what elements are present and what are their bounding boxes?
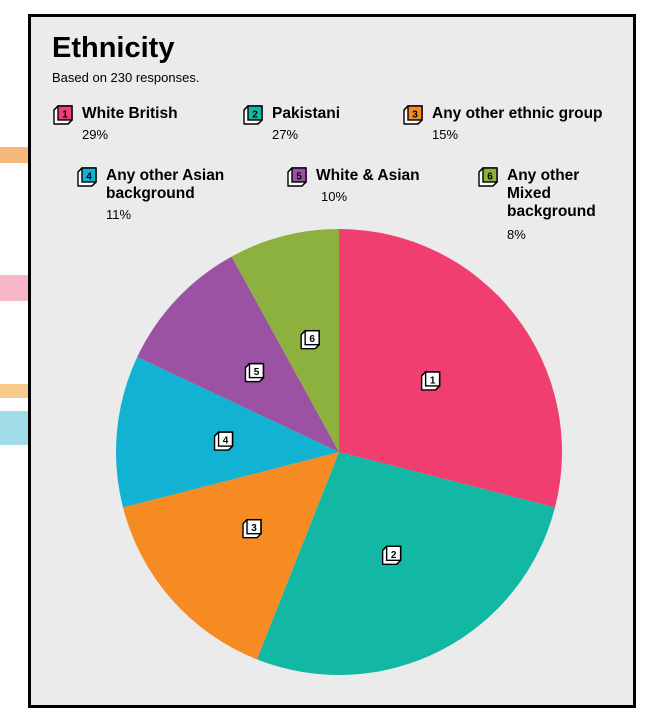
badge-box-6-number: 6 bbox=[487, 172, 493, 183]
badge-box-1: 1 bbox=[53, 105, 73, 125]
chart-subtitle: Based on 230 responses. bbox=[52, 70, 200, 85]
pie-slice-label-3-number: 3 bbox=[251, 523, 257, 534]
badge-box-5: 5 bbox=[287, 167, 307, 187]
pie-slice-3 bbox=[123, 452, 339, 660]
pie-slice-label-3: 3 bbox=[242, 518, 262, 539]
legend-badge-3: 3 bbox=[403, 105, 423, 125]
legend-label-white-british: White British bbox=[82, 105, 178, 122]
legend-badge-4: 4 bbox=[77, 167, 97, 187]
pie-slice-5 bbox=[137, 256, 339, 452]
legend-percent-any-other-mixed-background: 8% bbox=[507, 227, 526, 242]
legend-label-any-other-asian-background: Any other Asian background bbox=[106, 167, 225, 202]
chart-card: Ethnicity Based on 230 responses. 1 Whit… bbox=[28, 14, 636, 708]
legend-badge-1: 1 bbox=[53, 105, 73, 125]
chart-title: Ethnicity bbox=[52, 32, 175, 64]
legend-label-white-and-asian: White & Asian bbox=[316, 167, 420, 184]
legend-badge-2: 2 bbox=[243, 105, 263, 125]
pie-slice-label-1-number: 1 bbox=[430, 375, 436, 386]
pie-slice-label-1: 1 bbox=[420, 371, 441, 391]
pie-slice-label-2: 2 bbox=[381, 545, 402, 566]
pie-slice-label-6-number: 6 bbox=[309, 334, 315, 345]
pie-slice-label-4-number: 4 bbox=[223, 436, 229, 447]
legend-percent-white-and-asian: 10% bbox=[321, 189, 348, 204]
badge-box-4: 4 bbox=[77, 167, 97, 187]
legend-percent-any-other-asian-background: 11% bbox=[106, 207, 132, 222]
legend-percent-pakistani: 27% bbox=[272, 127, 299, 142]
pie-slice-label-6: 6 bbox=[300, 329, 320, 350]
pie-slice-1 bbox=[339, 229, 562, 508]
pie-slice-label-5-number: 5 bbox=[254, 367, 260, 378]
legend-percent-any-other-ethnic-group: 15% bbox=[432, 127, 459, 142]
badge-box-1-number: 1 bbox=[62, 110, 68, 121]
badge-box-6: 6 bbox=[478, 167, 498, 187]
badge-box-3-number: 3 bbox=[412, 110, 418, 121]
badge-box-2: 2 bbox=[243, 105, 263, 125]
badge-box-3: 3 bbox=[403, 105, 423, 125]
pie-slice-label-2-number: 2 bbox=[391, 550, 397, 561]
pie-slice-label-4: 4 bbox=[213, 431, 234, 451]
legend-label-any-other-mixed-background: Any other Mixed background bbox=[507, 167, 596, 220]
legend-percent-white-british: 29% bbox=[82, 127, 109, 142]
pie-slice-2 bbox=[256, 452, 555, 675]
legend-label-any-other-ethnic-group: Any other ethnic group bbox=[432, 105, 603, 122]
badge-box-4-number: 4 bbox=[86, 172, 92, 183]
badge-box-2-number: 2 bbox=[252, 110, 258, 121]
legend-badge-5: 5 bbox=[287, 167, 307, 187]
pie-slice-6 bbox=[231, 229, 339, 452]
badge-box-5-number: 5 bbox=[296, 172, 302, 183]
pie-chart: 1 2 3 4 5 6 bbox=[115, 229, 562, 675]
pie-slice-label-5: 5 bbox=[244, 362, 265, 383]
legend-label-pakistani: Pakistani bbox=[272, 105, 341, 122]
legend-badge-6: 6 bbox=[478, 167, 498, 187]
